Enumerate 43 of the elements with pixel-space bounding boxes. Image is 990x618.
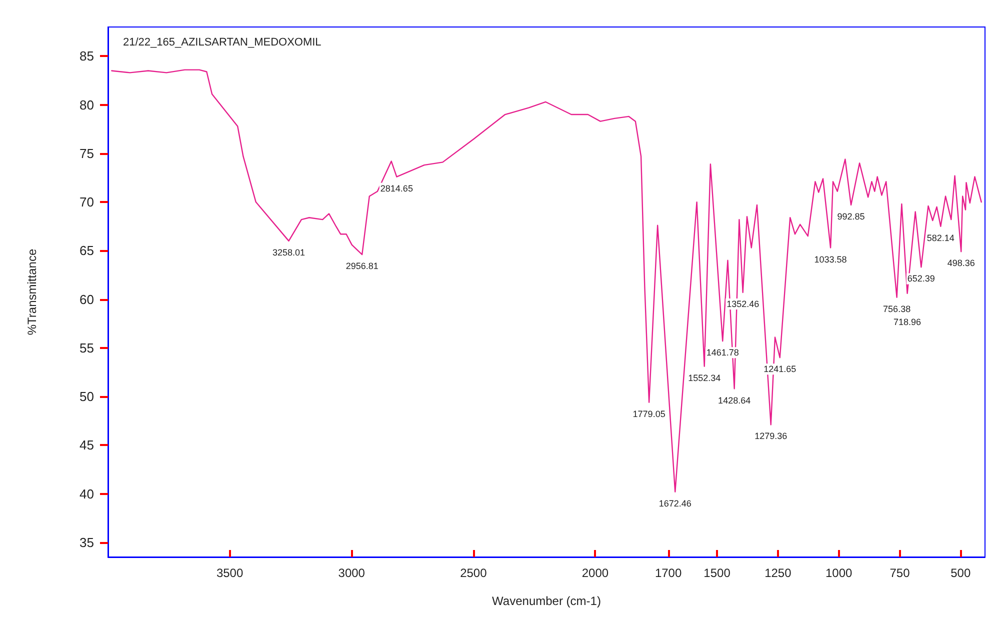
x-tick-label: 3500 (216, 566, 244, 580)
annotation: 1779.05 (632, 408, 666, 419)
annotation: 652.39 (907, 274, 935, 284)
annotation: 1461.78 (706, 348, 739, 358)
x-tick-label: 2500 (460, 566, 488, 580)
annotation: 718.96 (894, 316, 922, 327)
annotation: 2956.81 (346, 261, 378, 272)
annotation: 1672.46 (658, 498, 692, 508)
y-tick-label: 80 (80, 97, 94, 112)
x-tick-label: 1700 (654, 566, 682, 580)
text: 21/22_165_AZILSARTAN_MEDOXOMIL (123, 36, 322, 48)
y-tick-label: 65 (80, 243, 94, 258)
annotation: 1428.64 (718, 395, 751, 406)
annotation: 1033.58 (814, 254, 847, 264)
x-tick-label: 3000 (338, 566, 366, 580)
y-tick-label: 40 (80, 486, 94, 502)
y-axis-title: %Transmittance (25, 248, 39, 336)
annotation: 3258.01 (272, 247, 306, 258)
annotation: 992.85 (837, 211, 865, 222)
x-tick-label: 500 (950, 566, 971, 580)
annotation: 1352.46 (726, 298, 760, 309)
annotation: 756.38 (883, 304, 911, 314)
x-tick-label: 1250 (764, 566, 792, 580)
y-tick-label: 35 (80, 534, 94, 550)
annotation: 1552.34 (688, 372, 721, 383)
x-axis-title: Wavenumber (cm-1) (492, 594, 601, 608)
annotation: 582.14 (926, 232, 954, 243)
y-tick-label: 75 (80, 146, 94, 161)
annotation: 1241.65 (764, 364, 796, 374)
y-tick-label: 70 (80, 194, 94, 210)
x-tick-label: 750 (890, 566, 910, 580)
line-series (111, 69, 982, 492)
y-tick-label: 85 (80, 48, 94, 64)
y-tick-label: 50 (80, 389, 94, 404)
x-tick-label: 1500 (704, 566, 731, 580)
x-tick-label: 1000 (825, 566, 853, 580)
annotation: 2814.65 (380, 183, 413, 194)
y-tick-label: 60 (80, 292, 94, 307)
y-tick-label: 55 (80, 340, 94, 356)
x-tick-label: 2000 (582, 566, 609, 580)
annotation: 1279.36 (754, 431, 788, 442)
y-tick-label: 45 (80, 438, 94, 453)
annotation: 498.36 (947, 258, 975, 268)
